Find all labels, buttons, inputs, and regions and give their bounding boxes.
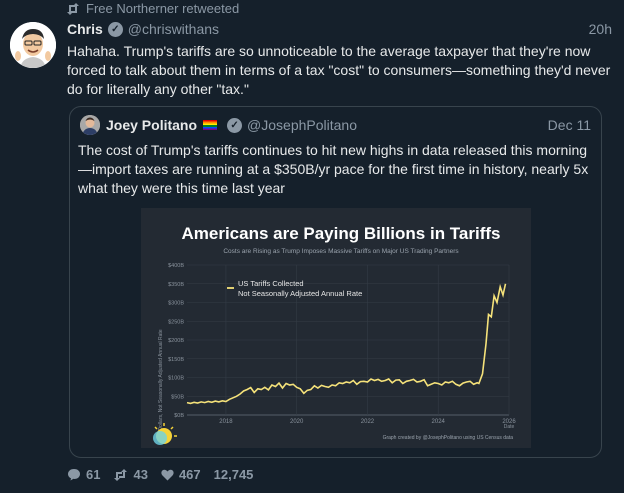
x-tick-label: 2022: [361, 419, 375, 425]
legend-entry-2: Not Seasonally Adjusted Annual Rate: [238, 289, 362, 298]
heart-icon: [161, 469, 174, 480]
author-name[interactable]: Chris: [67, 21, 103, 37]
tweet-timestamp[interactable]: 20h: [588, 21, 612, 37]
views-count-button[interactable]: 12,745: [214, 467, 254, 482]
x-tick-label: 2018: [219, 419, 233, 425]
y-tick-label: $300B: [168, 301, 184, 307]
reply-bubble-icon: [68, 469, 80, 481]
retweet-button[interactable]: 43: [113, 467, 148, 482]
retweet-count: 43: [133, 467, 148, 482]
tariff-chart-image[interactable]: Americans are Paying Billions in Tariffs…: [141, 208, 531, 448]
quote-verified-badge-icon: ✓: [227, 117, 243, 133]
quote-header: Joey Politano ✓ @JosephPolitano Dec 11: [80, 115, 591, 135]
like-count: 467: [178, 467, 201, 482]
y-tick-label: $100B: [168, 376, 184, 382]
tariffs-series-line: [186, 283, 507, 405]
sun-logo-icon: [153, 423, 177, 445]
quote-text: The cost of Trump's tariffs continues to…: [78, 142, 589, 196]
retweet-banner[interactable]: Free Northerner retweeted: [66, 1, 239, 16]
memoji-avatar-icon: [10, 22, 56, 68]
quote-author-name[interactable]: Joey Politano: [106, 117, 198, 133]
quoted-tweet[interactable]: Joey Politano ✓ @JosephPolitano Dec 11 T…: [69, 106, 602, 458]
y-tick-label: $400B: [168, 263, 184, 269]
y-tick-label: $0B: [174, 413, 184, 419]
tweet-text: Hahaha. Trump's tariffs are so unnoticea…: [67, 43, 611, 97]
chart-title: Americans are Paying Billions in Tariffs: [181, 224, 500, 243]
x-tick-label: 2020: [290, 419, 304, 425]
retweet-text: Free Northerner retweeted: [86, 1, 240, 16]
quote-author-handle[interactable]: @JosephPolitano: [247, 117, 357, 133]
x-tick-label: 2026: [502, 419, 516, 425]
chart-subtitle: Costs are Rising as Trump Imposes Massiv…: [223, 248, 459, 255]
x-tick-label: 2024: [432, 419, 446, 425]
y-tick-label: $250B: [168, 319, 184, 325]
chart-svg: Americans are Paying Billions in Tariffs…: [153, 224, 516, 445]
avatar[interactable]: [10, 22, 56, 68]
like-button[interactable]: 467: [161, 467, 201, 482]
reply-button[interactable]: 61: [67, 467, 100, 482]
chart-credit: Graph created by @JosephPolitano using U…: [383, 435, 514, 441]
view-count: 12,745: [213, 467, 254, 482]
quote-avatar[interactable]: [80, 115, 100, 135]
author-handle[interactable]: @chriswithans: [127, 21, 220, 37]
legend-entry-1: US Tariffs Collected: [238, 279, 304, 288]
y-tick-label: $200B: [168, 338, 184, 344]
chart-ylabel: Dollars, Not Seasonally Adjusted Annual …: [158, 329, 164, 430]
reply-count: 61: [86, 467, 101, 482]
quote-timestamp[interactable]: Dec 11: [547, 117, 591, 133]
person-avatar-icon: [80, 115, 100, 135]
pride-flag-icon: [203, 120, 218, 130]
action-bar: 61 43 467 12,745: [67, 467, 266, 482]
y-tick-label: $150B: [168, 357, 184, 363]
y-tick-label: $350B: [168, 282, 184, 288]
y-tick-label: $50B: [171, 394, 184, 400]
retweet-icon: [67, 2, 79, 15]
retweet-action-icon: [114, 468, 128, 481]
tweet-header: Chris ✓ @chriswithans 20h: [67, 20, 612, 38]
verified-badge-icon: ✓: [107, 21, 123, 37]
chart-xlabel: Date: [504, 424, 515, 430]
